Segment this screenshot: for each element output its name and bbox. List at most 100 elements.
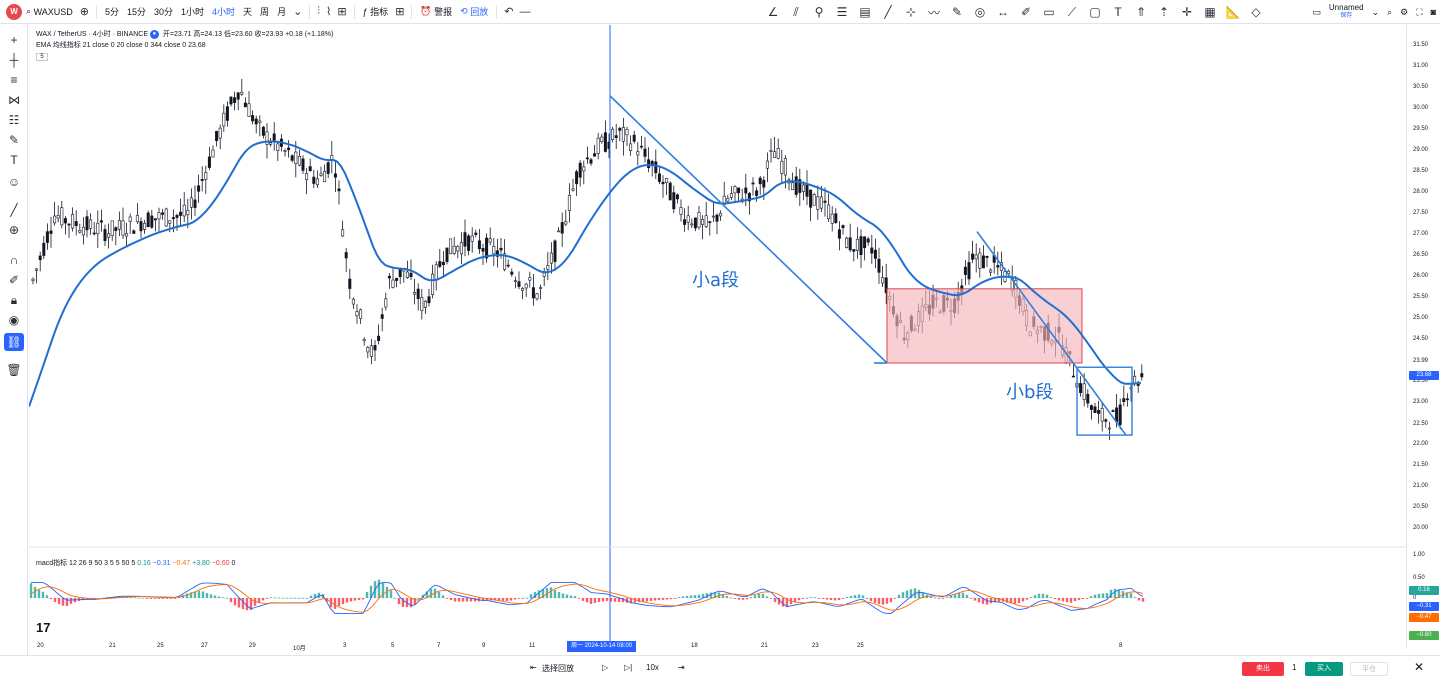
- interval-1w[interactable]: 周: [260, 7, 270, 17]
- speed-label[interactable]: 10x: [646, 663, 659, 672]
- search-icon[interactable]: ⌕: [1387, 6, 1393, 17]
- price-chart[interactable]: [29, 25, 1406, 649]
- play-icon[interactable]: ▷: [602, 663, 609, 672]
- candle-body: [848, 237, 852, 251]
- time-scale[interactable]: 20 21 25 27 29 10月 3 5 7 9 11 18 21 23 25 8 周一 2024-10-1…: [29, 641, 1406, 653]
- layout-name[interactable]: Unnamed 保存: [1329, 4, 1364, 20]
- camera-icon[interactable]: ◙: [1430, 7, 1436, 17]
- indicators-button[interactable]: ƒ 指标: [359, 0, 393, 23]
- interval-1h[interactable]: 1小时: [181, 7, 205, 17]
- link-icon[interactable]: ⛓: [4, 333, 24, 351]
- price-scale[interactable]: 31.50 31.00 30.50 30.00 29.50 29.00 28.50 28.00…: [1406, 25, 1440, 649]
- long-position-icon[interactable]: ⇡: [1158, 5, 1170, 19]
- parallel-channel-icon[interactable]: ⫽: [793, 4, 799, 19]
- macd-histogram-bar: [561, 593, 565, 598]
- templates-icon[interactable]: ⊞: [395, 6, 405, 18]
- ruler-icon[interactable]: ╱: [10, 203, 18, 217]
- gann-fan-icon[interactable]: ⋈: [8, 93, 20, 107]
- jump-to-end-icon[interactable]: ⇥: [678, 663, 685, 672]
- eye-icon[interactable]: ◉: [8, 313, 20, 327]
- redo-icon[interactable]: —: [519, 5, 531, 18]
- arrow-icon[interactable]: ↔: [997, 5, 1009, 19]
- pen-icon[interactable]: ✐: [1020, 5, 1032, 19]
- emoji-icon[interactable]: ☺: [7, 175, 21, 189]
- macd-histogram-bar: [301, 597, 305, 599]
- callout-icon[interactable]: ▢: [1089, 5, 1101, 19]
- gann-icon[interactable]: ▤: [859, 5, 871, 19]
- zoom-icon[interactable]: ⊕: [8, 223, 20, 237]
- rectangle-icon[interactable]: ▭: [1043, 5, 1055, 19]
- pitchfork-icon[interactable]: ⚲: [814, 5, 824, 19]
- macd-histogram-bar: [401, 598, 405, 607]
- pencil-lock-icon[interactable]: ✐: [8, 273, 20, 287]
- step-forward-icon[interactable]: ▷|: [624, 663, 633, 672]
- lines-icon[interactable]: ≡: [10, 73, 18, 87]
- text-icon[interactable]: T: [10, 153, 18, 167]
- qty-value[interactable]: 1: [1292, 663, 1297, 672]
- fib-icon[interactable]: ☷: [8, 113, 20, 127]
- symbol-search[interactable]: ⌕ WAXUSD: [22, 0, 77, 23]
- grid-icon[interactable]: ▦: [1204, 5, 1216, 19]
- candle-body: [236, 92, 240, 100]
- crosshair-icon[interactable]: ✛: [1181, 5, 1193, 19]
- brush-icon[interactable]: ✎: [8, 133, 20, 147]
- flat-button[interactable]: 平仓: [1350, 662, 1388, 676]
- crosshair-icon[interactable]: +: [10, 33, 18, 47]
- trend-angle-icon[interactable]: ∠: [767, 5, 779, 19]
- eraser-icon[interactable]: ◇: [1251, 5, 1261, 19]
- candle-body: [60, 207, 64, 226]
- add-compare-icon[interactable]: ⊕: [79, 6, 89, 18]
- macd-histogram-bar: [845, 597, 849, 598]
- circle-icon[interactable]: ◎: [974, 5, 986, 19]
- macd-histogram-bar: [1017, 598, 1021, 603]
- macd-histogram-bar: [893, 598, 897, 599]
- macd-histogram-bar: [33, 586, 37, 598]
- jump-label[interactable]: 选择回放: [542, 664, 574, 673]
- chevron-down-icon[interactable]: ⌄: [1371, 6, 1380, 17]
- settings-icon[interactable]: ⚙: [1400, 6, 1409, 17]
- buy-button[interactable]: 买入: [1305, 662, 1343, 676]
- candle-body: [99, 220, 103, 223]
- legend-collapse[interactable]: 5: [36, 53, 48, 61]
- interval-4h[interactable]: 4小时: [212, 7, 236, 17]
- pattern-icon[interactable]: 〰: [927, 5, 940, 20]
- prediction-icon[interactable]: ⇑: [1135, 5, 1147, 19]
- bar-style-icon[interactable]: ⫶: [317, 5, 321, 17]
- macd-histogram-bar: [1137, 598, 1141, 601]
- candle-body: [611, 128, 615, 140]
- interval-5m[interactable]: 5分: [104, 7, 119, 17]
- fib-retracement-icon[interactable]: ☰: [836, 5, 848, 19]
- undo-icon[interactable]: ↶: [504, 6, 514, 18]
- jump-back-icon[interactable]: ⇤: [530, 663, 537, 672]
- compare-icon[interactable]: ⊞: [337, 6, 347, 18]
- cursor-icon[interactable]: ┼: [9, 53, 19, 67]
- magnet-icon[interactable]: ∩: [9, 253, 19, 267]
- sell-button[interactable]: 卖出: [1242, 662, 1284, 676]
- fullscreen-icon[interactable]: ⛶: [1416, 6, 1423, 17]
- price-tick: 25.00: [1413, 315, 1429, 321]
- replay-button[interactable]: ⟲ 回放: [456, 0, 492, 23]
- ruler-icon[interactable]: 📐: [1225, 5, 1241, 19]
- interval-1m[interactable]: 月: [277, 7, 287, 17]
- macd-histogram-bar: [481, 598, 485, 601]
- macd-histogram-bar: [737, 598, 741, 600]
- trash-icon[interactable]: 🗑︎: [6, 363, 22, 377]
- macd-histogram-bar: [65, 598, 69, 607]
- close-icon[interactable]: ✕: [1414, 660, 1425, 674]
- trend-line-icon[interactable]: ╱: [884, 5, 892, 19]
- lock-icon[interactable]: 🔒︎: [10, 293, 18, 307]
- interval-15m[interactable]: 15分: [126, 7, 146, 17]
- path-icon[interactable]: ⟋: [1067, 4, 1077, 19]
- candle-body: [600, 136, 604, 142]
- candle-body: [866, 238, 870, 243]
- alert-button[interactable]: ⏰ 警报: [416, 0, 456, 23]
- chart-type-icon[interactable]: ⌇: [326, 6, 332, 18]
- macd-histogram-bar: [1045, 594, 1049, 598]
- interval-30m[interactable]: 30分: [153, 7, 173, 17]
- brush-icon[interactable]: ✎: [951, 5, 963, 19]
- text-icon[interactable]: T: [1114, 5, 1122, 19]
- chevron-down-icon[interactable]: ⌄: [293, 6, 303, 18]
- interval-1d[interactable]: 天: [243, 7, 253, 17]
- ray-icon[interactable]: ⊹: [905, 5, 917, 19]
- layout-icon[interactable]: ▭: [1312, 6, 1321, 17]
